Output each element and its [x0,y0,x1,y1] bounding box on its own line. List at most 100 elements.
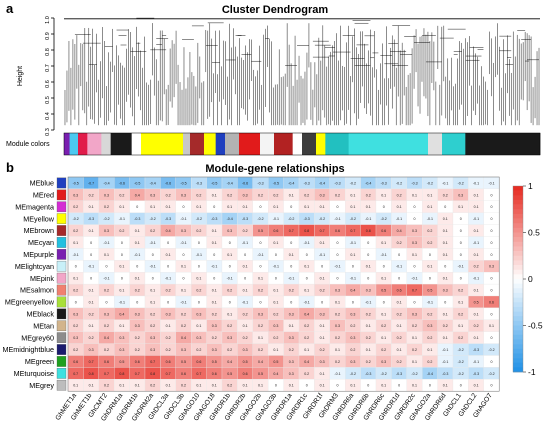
heatmap-cell-value: 0.1 [150,288,155,292]
heatmap-cell-value: 0.1 [443,277,448,281]
heatmap-cell-value: 0.1 [320,324,325,328]
color-scale-step [513,246,523,252]
heatmap-cell-value: 0.4 [258,360,263,364]
heatmap-row-label: MEred [33,190,54,199]
heatmap-cell-value: 0.1 [212,241,217,245]
heatmap-cell-value: 0.1 [119,205,124,209]
heatmap-cell-value: 0 [444,205,446,209]
heatmap-cell-value: 0 [491,384,493,388]
heatmap-cell-value: 0.3 [181,229,186,233]
heatmap-cell-value: 0.5 [227,372,232,376]
heatmap-cell-value: 0.1 [119,324,124,328]
heatmap-row-label: MElightcyan [15,262,54,271]
heatmap-cell-value: 0.1 [474,312,479,316]
heatmap-cell-value: -0.1 [227,277,233,281]
heatmap-cell-value: 0.1 [227,312,232,316]
heatmap-cell-value: 0 [121,277,123,281]
heatmap-cell-value: 0.1 [150,300,155,304]
heatmap-cell-value: 0 [244,277,246,281]
heatmap-cell-value: -0.1 [319,253,325,257]
heatmap-cell-value: 0.4 [397,229,402,233]
heatmap-cell-value: 0.1 [289,384,294,388]
heatmap-cell-value: 0.1 [366,324,371,328]
heatmap-cell-value: 0.2 [135,348,140,352]
heatmap-cell-value: 0.2 [181,384,186,388]
heatmap-cell-value: 0 [136,300,138,304]
heatmap-cell-value: -0.3 [304,217,310,221]
heatmap-cell-value: 0.2 [304,324,309,328]
color-scale-step [513,223,523,229]
heatmap-cell-value: 0.3 [320,360,325,364]
module-gene-heatmap: MEblue -0.5 -0.7 -0.4 -0.6 -0.5 -0.4 -0.6 -0.5 -0… [2,176,500,423]
heatmap-cell-value: 0.1 [166,324,171,328]
color-scale-step [513,190,523,196]
dendrogram-title: Cluster Dendrogram [221,4,329,16]
heatmap-cell-value: 0.2 [243,229,248,233]
heatmap-cell-value: 0.1 [397,324,402,328]
heatmap-cell-value: 0.1 [258,336,263,340]
heatmap-cell-value: 0.1 [458,324,463,328]
heatmap-cell-value: 0 [460,253,462,257]
heatmap-cell-value: 0.1 [89,384,94,388]
module-color-segment [69,133,79,155]
heatmap-cell-value: 0 [198,300,200,304]
heatmap-cell-value: 0.1 [366,265,371,269]
heatmap-cell-value: 0.1 [350,253,355,257]
heatmap-row-label: MEyellow [23,214,55,223]
heatmap-cell-value: 0.2 [397,193,402,197]
color-scale-step [513,204,523,210]
heatmap-cell-value: -0.3 [411,181,417,185]
panel-a-letter: a [6,1,14,16]
heatmap-cell-value: 0.2 [73,348,78,352]
heatmap-cell-value: 0 [398,253,400,257]
heatmap-cell-value: 0.1 [350,205,355,209]
heatmap-cell-value: 0.1 [474,205,479,209]
color-scale-step [513,344,523,350]
heatmap-cell-value: 0.2 [366,336,371,340]
heatmap-cell-value: -0.1 [488,181,494,185]
heatmap-cell-value: 0 [491,241,493,245]
heatmap-cell-value: 0.1 [443,312,448,316]
color-scale-tick-label: 0 [528,274,533,284]
heatmap-cell-value: 0 [213,253,215,257]
heatmap-cell-value: 0 [460,277,462,281]
color-scale-step [513,358,523,363]
color-scale-step [513,265,523,270]
heatmap-cell-value: 0.1 [427,205,432,209]
heatmap-cell-value: 0.1 [181,288,186,292]
heatmap-cell-value: 0.3 [73,336,78,340]
heatmap-cell-value: 0.3 [119,336,124,340]
heatmap-cell-value: -0.1 [365,300,371,304]
heatmap-cell-value: 0.3 [119,348,124,352]
color-scale-step [513,353,523,359]
heatmap-cell-value: 0.3 [381,360,386,364]
heatmap-cell-value: 0.1 [289,324,294,328]
heatmap-cell-value: 0.2 [104,324,109,328]
heatmap-cell-value: -0.1 [411,277,417,281]
heatmap-cell-value: 0 [275,384,277,388]
heatmap-cell-value: 0.2 [166,336,171,340]
heatmap-cell-value: 0.2 [458,336,463,340]
heatmap-cell-value: 0.5 [243,360,248,364]
color-scale-step [513,302,523,308]
heatmap-cell-value: 0.2 [474,324,479,328]
heatmap-cell-value: 0 [367,241,369,245]
dendrogram-y-tick-label: 0.4 [45,112,51,120]
heatmap-cell-value: 0.2 [366,193,371,197]
color-scale-step [513,320,523,326]
color-scale-step [513,306,523,312]
module-color-segment [442,133,466,155]
heatmap-cell-value: 0.1 [243,288,248,292]
heatmap-cell-value: 0.2 [335,336,340,340]
heatmap-cell-value: -0.2 [488,348,494,352]
module-color-segment [110,133,132,155]
module-color-segment [131,133,142,155]
heatmap-cell-value: -0.3 [165,217,171,221]
heatmap-cell-value: 0.1 [212,193,217,197]
heatmap-cell-value: 0.2 [397,241,402,245]
heatmap-cell-value: 0 [183,277,185,281]
heatmap-cell-value: 0 [152,253,154,257]
heatmap-cell-value: 0.6 [273,229,278,233]
heatmap-cell-value: 0 [491,217,493,221]
heatmap-row-label: MEsalmon [20,286,54,295]
